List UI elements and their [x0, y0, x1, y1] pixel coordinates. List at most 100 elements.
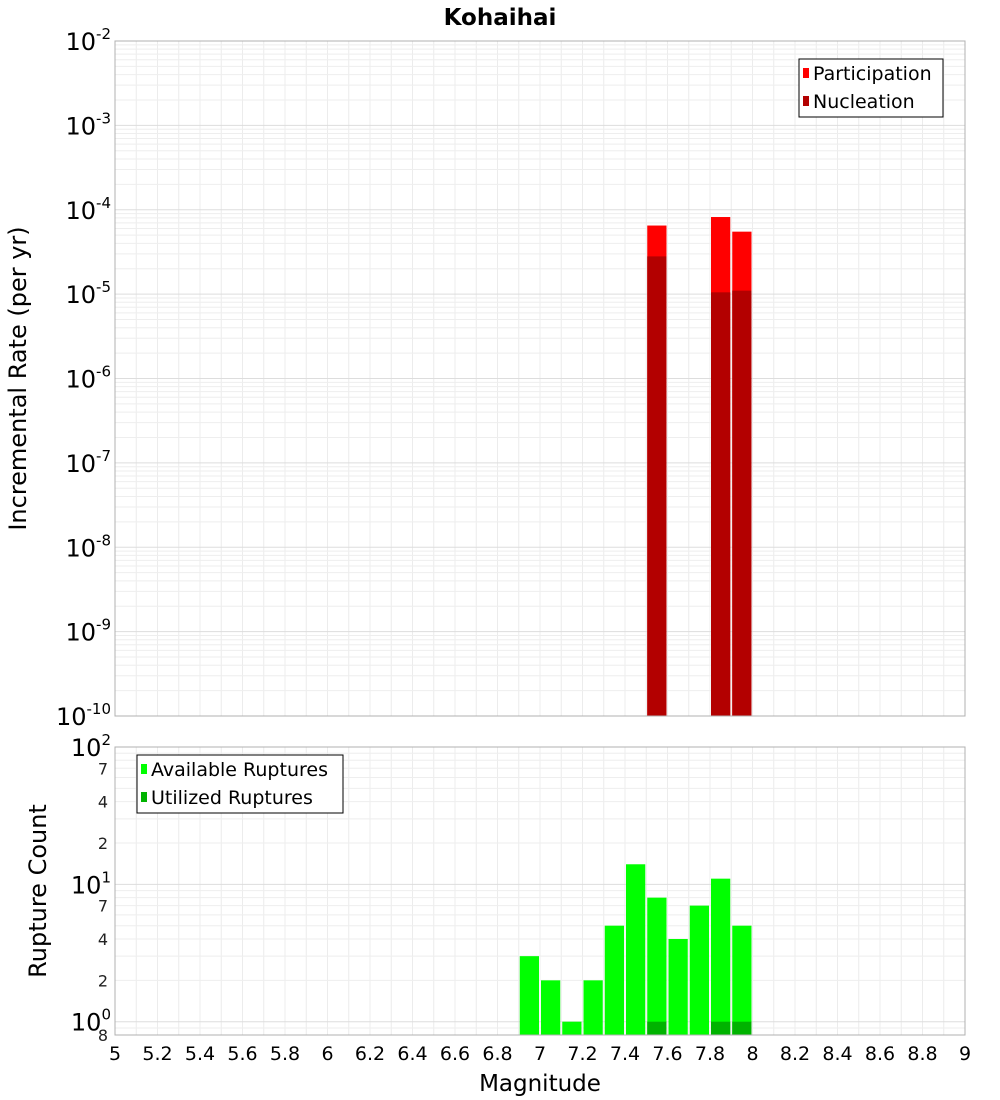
count-bar-available-ruptures: [668, 939, 688, 1035]
y-tick-label: 101: [71, 868, 111, 899]
y-tick-label: 10-5: [65, 278, 111, 309]
y-tick-label-base: 10: [65, 197, 96, 225]
y-axis-label: Rupture Count: [24, 804, 52, 978]
y-tick-label: 10-2: [65, 25, 111, 56]
y-tick-label: 10-7: [65, 447, 111, 478]
y-tick-label: 10-10: [56, 700, 111, 731]
legend-label: Utilized Ruptures: [151, 787, 313, 809]
x-tick-label: 7.4: [610, 1043, 640, 1065]
y-tick-label-minor: 4: [98, 930, 108, 949]
x-tick-label: 8.4: [822, 1043, 852, 1065]
y-tick-label-base: 10: [65, 281, 96, 309]
y-tick-label-exp: -10: [87, 700, 112, 718]
x-tick-label: 9: [959, 1043, 971, 1065]
y-tick-label: 10-3: [65, 109, 111, 140]
y-tick-label-base: 10: [56, 703, 87, 731]
y-axis-label: Incremental Rate (per yr): [4, 226, 32, 530]
x-tick-label: 6.6: [440, 1043, 470, 1065]
count-bar-available-ruptures: [541, 980, 561, 1035]
y-tick-label-base: 10: [65, 450, 96, 478]
grid: [114, 40, 966, 717]
y-tick-label: 10-8: [65, 531, 111, 562]
y-tick-label-exp: -9: [96, 616, 111, 634]
x-tick-label: 7.6: [652, 1043, 682, 1065]
legend-box: [136, 754, 344, 814]
y-tick-label-minor: 2: [98, 971, 108, 990]
count-bar-available-ruptures: [626, 864, 646, 1035]
count-bar-available-ruptures: [519, 956, 539, 1035]
count-bar-available-ruptures: [583, 980, 603, 1035]
bars: [647, 217, 752, 716]
legend-swatch: [803, 96, 809, 106]
bars: [519, 864, 752, 1035]
x-tick-label: 5: [109, 1043, 121, 1065]
y-tick-label-exp: -7: [96, 447, 111, 465]
count-bar-utilized-ruptures: [647, 1021, 667, 1035]
legend-label: Participation: [813, 63, 932, 85]
y-tick-label: 10-6: [65, 363, 111, 394]
y-tick-label-base: 10: [65, 112, 96, 140]
y-tick-label-base: 10: [65, 28, 96, 56]
count-bar-utilized-ruptures: [732, 1021, 752, 1035]
rate-bar-nucleation: [647, 256, 667, 716]
y-tick-label-exp: -5: [96, 278, 111, 296]
x-tick-label: 6: [321, 1043, 333, 1065]
y-tick-label: 10-9: [65, 616, 111, 647]
legend-swatch: [141, 764, 147, 774]
y-tick-label-minor: 4: [98, 793, 108, 812]
y-tick-label-exp: 0: [101, 1006, 111, 1024]
y-tick-label-exp: 2: [101, 731, 111, 749]
x-tick-label: 8.8: [907, 1043, 937, 1065]
x-tick-label: 5.6: [227, 1043, 257, 1065]
legend-swatch: [803, 68, 809, 78]
x-tick-label: 5.4: [185, 1043, 215, 1065]
legend-label: Nucleation: [813, 91, 915, 113]
x-tick-label: 6.8: [482, 1043, 512, 1065]
legend-label: Available Ruptures: [151, 759, 328, 781]
y-tick-label-exp: -8: [96, 531, 111, 549]
y-tick-label-base: 10: [71, 734, 102, 762]
rate-bar-nucleation: [711, 292, 731, 716]
x-tick-label: 8: [746, 1043, 758, 1065]
y-tick-label-minor: 7: [98, 759, 108, 778]
y-tick-label-base: 10: [71, 871, 102, 899]
count-bar-available-ruptures: [689, 905, 709, 1035]
count-bar-available-ruptures: [711, 878, 731, 1035]
y-tick-label-base: 10: [65, 534, 96, 562]
y-tick-label: 10-4: [65, 194, 111, 225]
x-tick-label: 7: [534, 1043, 546, 1065]
rate-bar-nucleation: [732, 290, 752, 716]
y-tick-label-exp: -3: [96, 109, 111, 127]
y-tick-label-exp: 1: [101, 868, 111, 886]
legend-box: [798, 58, 944, 118]
x-tick-label: 7.2: [567, 1043, 597, 1065]
plot-border: [114, 746, 966, 1036]
x-tick-label: 5.2: [142, 1043, 172, 1065]
x-tick-label: 8.6: [865, 1043, 895, 1065]
legend: Available Ruptures Utilized Ruptures: [136, 754, 344, 814]
y-tick-label-exp: -2: [96, 25, 111, 43]
y-tick-label-exp: -4: [96, 194, 111, 212]
y-tick-label-minor: 7: [98, 897, 108, 916]
y-tick-label-base: 10: [65, 619, 96, 647]
x-tick-label: 8.2: [780, 1043, 810, 1065]
x-tick-label: 6.2: [355, 1043, 385, 1065]
plot-border: [114, 40, 966, 717]
y-tick-label: 102: [71, 731, 111, 762]
count-bar-available-ruptures: [647, 897, 667, 1035]
y-tick-label-exp: -6: [96, 363, 111, 381]
chart-title: Kohaihai: [444, 5, 557, 31]
legend-swatch: [141, 792, 147, 802]
y-tick-label-base: 10: [71, 1009, 102, 1037]
rate-panel: 10-1010-910-810-710-610-510-410-310-2Inc…: [4, 25, 966, 731]
count-bar-utilized-ruptures: [711, 1021, 731, 1035]
count-bar-available-ruptures: [562, 1021, 582, 1035]
x-tick-label: 5.8: [270, 1043, 300, 1065]
legend: Participation Nucleation: [798, 58, 944, 118]
count-bar-available-ruptures: [732, 925, 752, 1035]
y-tick-label-minor: 2: [98, 834, 108, 853]
